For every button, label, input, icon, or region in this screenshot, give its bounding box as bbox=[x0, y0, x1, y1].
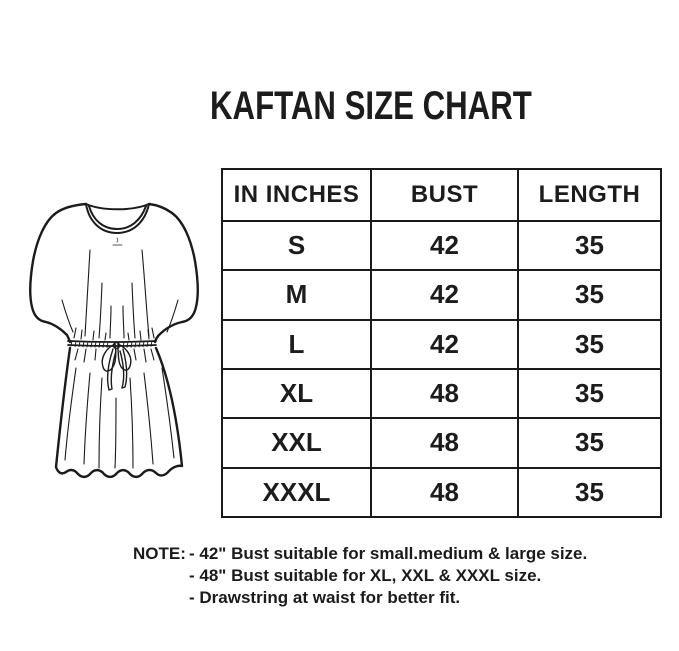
size-cell: XL bbox=[221, 367, 372, 420]
size-cell: XXL bbox=[221, 417, 372, 469]
kaftan-body-outline bbox=[29, 202, 199, 479]
table-row: XXL 48 35 bbox=[221, 417, 662, 469]
size-cell: S bbox=[221, 219, 372, 272]
neck-label-mark bbox=[112, 237, 123, 246]
column-header-length: LENGTH bbox=[517, 168, 662, 222]
length-cell: 35 bbox=[517, 417, 662, 469]
kaftan-neckline bbox=[85, 203, 150, 234]
bust-cell: 42 bbox=[370, 219, 519, 272]
note-line: - 42" Bust suitable for small.medium & l… bbox=[189, 544, 588, 563]
table-row: M 42 35 bbox=[221, 269, 662, 321]
kaftan-illustration bbox=[29, 202, 199, 479]
table-row: XL 48 35 bbox=[221, 367, 662, 420]
note-lines: - 42" Bust suitable for small.medium & l… bbox=[189, 543, 587, 609]
drawstring-bow bbox=[101, 341, 132, 391]
column-header-size-unit: IN INCHES bbox=[221, 168, 372, 222]
note-line: - 48" Bust suitable for XL, XXL & XXXL s… bbox=[189, 566, 542, 585]
length-cell: 35 bbox=[517, 466, 662, 519]
table-header-row: IN INCHES BUST LENGTH bbox=[221, 168, 662, 222]
notes-section: NOTE: - 42" Bust suitable for small.medi… bbox=[133, 543, 587, 609]
note-label: NOTE: bbox=[133, 544, 186, 563]
column-header-bust: BUST bbox=[370, 168, 519, 222]
note-line: - Drawstring at waist for better fit. bbox=[189, 588, 461, 607]
table-row: L 42 35 bbox=[221, 318, 662, 370]
length-cell: 35 bbox=[517, 367, 662, 420]
length-cell: 35 bbox=[517, 318, 662, 370]
bust-cell: 48 bbox=[370, 466, 519, 519]
drape-lines bbox=[61, 249, 179, 469]
bust-cell: 48 bbox=[370, 417, 519, 469]
size-cell: XXXL bbox=[221, 466, 372, 519]
size-cell: L bbox=[221, 318, 372, 370]
table-row: S 42 35 bbox=[221, 219, 662, 272]
bust-cell: 48 bbox=[370, 367, 519, 420]
table-row: XXXL 48 35 bbox=[221, 466, 662, 519]
page-title: KAFTAN SIZE CHART bbox=[210, 84, 532, 128]
length-cell: 35 bbox=[517, 269, 662, 321]
length-cell: 35 bbox=[517, 219, 662, 272]
size-cell: M bbox=[221, 269, 372, 321]
size-chart-table: IN INCHES BUST LENGTH S 42 35 M 42 35 L … bbox=[221, 168, 662, 519]
kaftan-waistband bbox=[67, 340, 157, 348]
bust-cell: 42 bbox=[370, 318, 519, 370]
bust-cell: 42 bbox=[370, 269, 519, 321]
